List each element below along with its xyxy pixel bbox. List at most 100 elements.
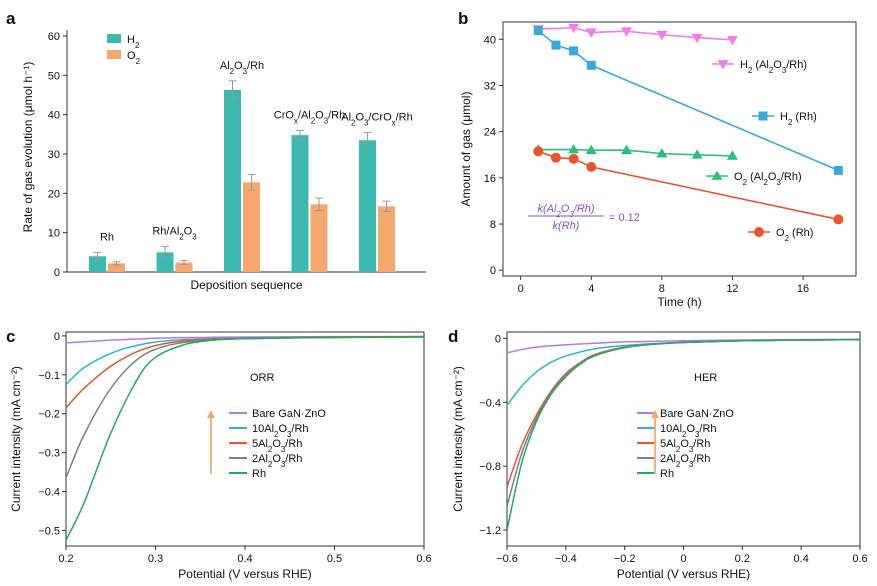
legend-label: H2: [127, 34, 139, 50]
x-tick-label: 16: [797, 283, 809, 295]
legend-label: H2 (Rh): [780, 111, 817, 127]
series-curve: [66, 336, 424, 541]
legend-label: 10Al2O3/Rh: [252, 423, 309, 439]
bar: [175, 262, 193, 272]
x-tick-label: 0.2: [735, 553, 750, 565]
y-tick-label: 60: [48, 31, 60, 43]
series-curve: [507, 338, 860, 531]
series-curve: [507, 338, 860, 507]
x-tick-label: 12: [726, 283, 738, 295]
x-tick-label: −0.2: [614, 553, 636, 565]
bar: [108, 263, 125, 272]
legend-swatch: [107, 50, 121, 59]
legend-label: Rh: [252, 468, 266, 480]
panel-b: b 0 4 8 12 16 0 8 16 24 32 40 H2 (Al2O3/Rh) H2 (Rh) O2…: [458, 9, 857, 309]
y-tick-label: 16: [484, 173, 496, 185]
data-point: [656, 148, 668, 158]
category-label: CrOx/Al2O3/Rh: [274, 109, 345, 125]
x-axis-title: Deposition sequence: [190, 278, 302, 292]
series-line: [538, 26, 733, 41]
y-tick-label: −0.4: [479, 397, 501, 409]
series-curve: [507, 338, 860, 354]
series-curve: [66, 335, 424, 409]
data-point: [621, 144, 633, 155]
x-tick-label: 0.5: [327, 553, 342, 565]
y-tick-label: −0.8: [479, 461, 501, 473]
y-tick-label: 0: [54, 267, 60, 279]
x-tick-label: 0.6: [852, 553, 867, 565]
y-tick-label: −0.3: [38, 448, 60, 460]
data-point: [568, 23, 580, 34]
y-tick-label: 0: [495, 333, 501, 345]
y-tick-label: 40: [484, 34, 496, 46]
legend-label: 5Al2O3/Rh: [252, 438, 302, 454]
panel-a: a 0 10 20 30 40 50 60 Rh Rh/Al2O3 Al2O3/Rh CrOx/Al2…: [6, 9, 426, 292]
bar: [310, 204, 328, 272]
reaction-label: HER: [694, 372, 717, 384]
legend-label: O2: [127, 50, 140, 66]
trend-arrow-head: [651, 410, 659, 418]
x-tick-label: 0.2: [58, 553, 73, 565]
plot-frame: [65, 331, 425, 547]
legend-swatch: [107, 34, 121, 43]
bar: [291, 135, 309, 272]
y-tick-label: −1.2: [479, 525, 501, 537]
data-point: [726, 36, 738, 46]
legend-label: 2Al2O3/Rh: [660, 453, 710, 469]
x-tick-label: 0: [680, 553, 686, 565]
y-tick-label: 32: [484, 81, 496, 93]
y-tick-label: 8: [490, 219, 496, 231]
category-label: Al2O3/CrOx/Rh: [341, 111, 412, 127]
x-tick-label: 8: [659, 283, 665, 295]
bar: [359, 140, 376, 272]
x-tick-label: 0.6: [416, 553, 431, 565]
y-tick-label: 10: [48, 228, 60, 240]
y-tick-label: 24: [484, 127, 496, 139]
data-point: [758, 111, 768, 121]
reaction-label: ORR: [250, 372, 275, 384]
data-point: [550, 152, 561, 163]
trend-arrow-head: [207, 410, 215, 418]
bar: [89, 256, 106, 272]
panel-c: c 0.2 0.3 0.4 0.5 0.6 0 −0.1 −0.2 −0.3 −0.4 −0.5 ORR…: [6, 327, 432, 581]
panel-label-a: a: [6, 9, 16, 28]
category-label: Rh/Al2O3: [152, 225, 197, 241]
data-point: [551, 40, 561, 50]
ratio-denominator: k(Rh): [553, 220, 580, 232]
legend-label: O2 (Al2O3/Rh): [734, 171, 802, 187]
y-tick-label: 20: [48, 188, 60, 200]
y-tick-label: −0.5: [38, 525, 60, 537]
data-point: [656, 30, 668, 41]
x-tick-label: 4: [588, 283, 594, 295]
legend-label: 2Al2O3/Rh: [252, 453, 302, 469]
x-axis-title: Time (h): [657, 295, 701, 309]
y-tick-label: 0: [54, 331, 60, 343]
data-point: [533, 26, 543, 36]
y-axis-title: Rate of gas evolution (μmol h⁻¹): [21, 62, 35, 233]
y-tick-label: 0: [490, 265, 496, 277]
data-point: [717, 60, 729, 70]
x-tick-label: 0.4: [237, 553, 252, 565]
plot-frame: [502, 21, 857, 277]
series-curve: [507, 338, 860, 406]
x-tick-label: 0.4: [794, 553, 809, 565]
y-tick-label: 40: [48, 110, 60, 122]
data-point: [833, 165, 843, 175]
panel-label-c: c: [6, 327, 15, 346]
data-point: [568, 144, 580, 154]
x-tick-label: 0: [518, 283, 524, 295]
y-tick-label: 30: [48, 149, 60, 161]
legend-label: Bare GaN·ZnO: [252, 408, 326, 420]
legend-label: Rh: [660, 468, 674, 480]
ratio-numerator: k(Al2O3/Rh): [537, 203, 594, 219]
legend-label: 10Al2O3/Rh: [660, 423, 717, 439]
y-tick-label: 50: [48, 70, 60, 82]
data-point: [691, 149, 703, 159]
legend-label: 5Al2O3/Rh: [660, 438, 710, 454]
ratio-value: = 0.12: [609, 212, 640, 224]
series-line: [538, 148, 733, 157]
data-point: [533, 146, 544, 157]
y-axis-title: Current intensity (mA cm⁻²): [451, 366, 465, 512]
y-tick-label: −0.1: [38, 370, 60, 382]
x-axis-title: Potential (V versus RHE): [617, 567, 750, 581]
